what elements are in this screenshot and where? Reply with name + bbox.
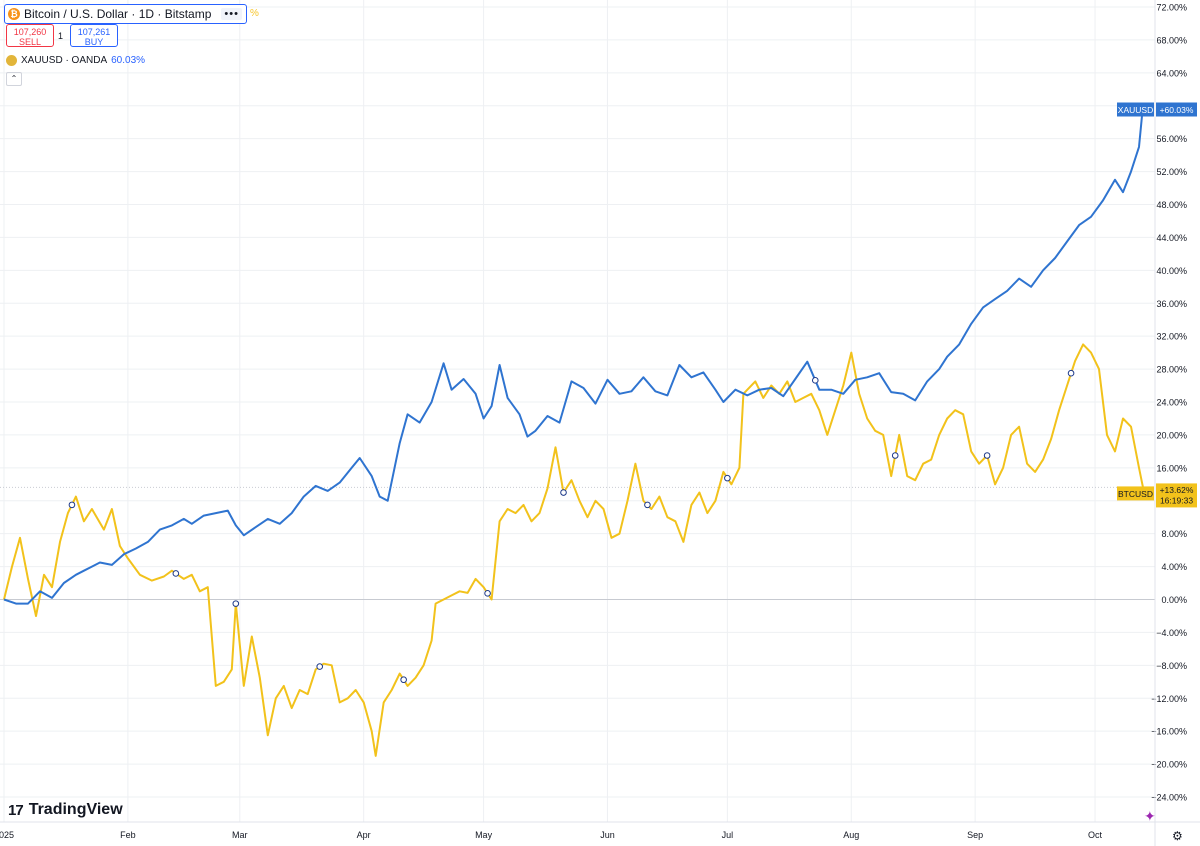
more-options-icon[interactable]: ••• bbox=[221, 8, 242, 20]
logo-text: TradingView bbox=[28, 801, 123, 818]
series-line-xauusd[interactable] bbox=[3, 105, 1144, 605]
x-tick-label: Jul bbox=[722, 830, 734, 840]
event-marker[interactable] bbox=[560, 489, 567, 496]
x-tick-label: Feb bbox=[120, 830, 136, 840]
xauusd-tag-text: XAUUSD bbox=[1118, 105, 1153, 115]
y-tick-label: 72.00% bbox=[1156, 3, 1187, 13]
compare-percent: 60.03% bbox=[111, 55, 146, 66]
y-tick-label: −16.00% bbox=[1151, 727, 1187, 737]
x-tick-label: May bbox=[475, 830, 493, 840]
spread-value: 1 bbox=[58, 31, 64, 41]
y-tick-label: 68.00% bbox=[1156, 35, 1187, 45]
x-tick-label: Aug bbox=[843, 830, 859, 840]
y-tick-label: 36.00% bbox=[1156, 299, 1187, 309]
y-tick-label: 40.00% bbox=[1156, 266, 1187, 276]
x-tick-label: Apr bbox=[357, 830, 371, 840]
buy-button[interactable]: 107,261 BUY bbox=[70, 24, 118, 47]
series-line-btcusd[interactable] bbox=[3, 343, 1144, 757]
compare-legend[interactable]: XAUUSD · OANDA 60.03% bbox=[6, 55, 145, 66]
tradingview-logo[interactable]: 17 TradingView bbox=[8, 801, 123, 819]
assistant-icon[interactable]: ✦ bbox=[1144, 808, 1156, 824]
y-tick-label: 64.00% bbox=[1156, 68, 1187, 78]
xauusd-value-text: +60.03% bbox=[1160, 105, 1194, 115]
y-tick-label: 16.00% bbox=[1156, 463, 1187, 473]
x-tick-label: Jun bbox=[600, 830, 615, 840]
x-tick-label: Oct bbox=[1088, 830, 1103, 840]
y-tick-label: −4.00% bbox=[1156, 628, 1187, 638]
settings-icon[interactable]: ⚙ bbox=[1172, 829, 1183, 843]
event-marker[interactable] bbox=[644, 501, 651, 509]
tradingview-mark-icon: 17 bbox=[8, 801, 24, 819]
y-tick-label: 0.00% bbox=[1161, 595, 1187, 605]
x-tick-label: 2025 bbox=[0, 830, 14, 840]
btcusd-name-tag bbox=[1117, 486, 1154, 501]
y-tick-label: 32.00% bbox=[1156, 332, 1187, 342]
x-tick-label: Mar bbox=[232, 830, 248, 840]
btcusd-countdown-text: 16:19:33 bbox=[1160, 495, 1193, 505]
series-layer bbox=[3, 105, 1144, 757]
y-tick-label: 56.00% bbox=[1156, 134, 1187, 144]
y-tick-label: 28.00% bbox=[1156, 365, 1187, 375]
buy-price: 107,261 bbox=[77, 27, 111, 37]
compare-symbol: XAUUSD · OANDA bbox=[21, 55, 108, 66]
event-marker[interactable] bbox=[724, 474, 731, 482]
y-tick-label: −24.00% bbox=[1151, 793, 1187, 803]
event-marker[interactable] bbox=[316, 663, 324, 670]
event-marker[interactable] bbox=[484, 590, 491, 597]
y-axis[interactable]: 72.00%68.00%64.00%60.00%56.00%52.00%48.0… bbox=[1151, 0, 1187, 846]
btcusd-tag-text: BTCUSD bbox=[1118, 489, 1153, 499]
collapse-legend-icon[interactable]: ⌃ bbox=[6, 72, 22, 86]
event-marker[interactable] bbox=[400, 676, 407, 684]
gold-icon bbox=[6, 55, 17, 66]
y-tick-label: 20.00% bbox=[1156, 430, 1187, 440]
btcusd-value-tag bbox=[1156, 483, 1197, 508]
y-tick-label: −8.00% bbox=[1156, 661, 1187, 671]
x-axis[interactable]: 2025 Feb Mar Apr May Jun Jul Aug Sep Oct bbox=[0, 821, 1200, 840]
price-labels: XAUUSD +60.03% BTCUSD +13.62%16:19:33 bbox=[1117, 102, 1197, 508]
event-marker[interactable] bbox=[983, 452, 991, 459]
btcusd-value-text: +13.62% bbox=[1160, 485, 1194, 495]
x-tick-label: Sep bbox=[967, 830, 983, 840]
event-markers bbox=[68, 369, 1075, 684]
event-marker[interactable] bbox=[232, 600, 240, 607]
y-tick-label: 44.00% bbox=[1156, 233, 1187, 243]
y-tick-label: 48.00% bbox=[1156, 200, 1187, 210]
y-tick-label: −20.00% bbox=[1151, 760, 1187, 770]
sell-label: SELL bbox=[18, 37, 42, 47]
y-tick-label: 4.00% bbox=[1161, 562, 1187, 572]
event-marker[interactable] bbox=[1067, 369, 1075, 377]
event-marker[interactable] bbox=[172, 570, 180, 577]
y-tick-label: 8.00% bbox=[1161, 529, 1187, 539]
y-tick-label: 24.00% bbox=[1156, 398, 1187, 408]
event-marker[interactable] bbox=[68, 501, 76, 509]
buy-label: BUY bbox=[84, 37, 104, 47]
grid-layer bbox=[0, 0, 1155, 822]
y-tick-label: −12.00% bbox=[1151, 694, 1187, 704]
bitcoin-icon: ₿ bbox=[8, 8, 20, 20]
y-tick-label: 52.00% bbox=[1156, 167, 1187, 177]
event-marker[interactable] bbox=[891, 452, 899, 459]
percent-scale-icon: % bbox=[250, 8, 259, 19]
symbol-header[interactable]: ₿ Bitcoin / U.S. Dollar · 1D · Bitstamp … bbox=[4, 4, 247, 24]
xauusd-name-tag bbox=[1117, 102, 1154, 117]
xauusd-value-tag bbox=[1156, 102, 1197, 117]
sell-price: 107,260 bbox=[13, 27, 47, 37]
event-marker[interactable] bbox=[811, 377, 819, 384]
sell-button[interactable]: 107,260 SELL bbox=[6, 24, 54, 47]
symbol-title: Bitcoin / U.S. Dollar · 1D · Bitstamp bbox=[24, 7, 212, 21]
